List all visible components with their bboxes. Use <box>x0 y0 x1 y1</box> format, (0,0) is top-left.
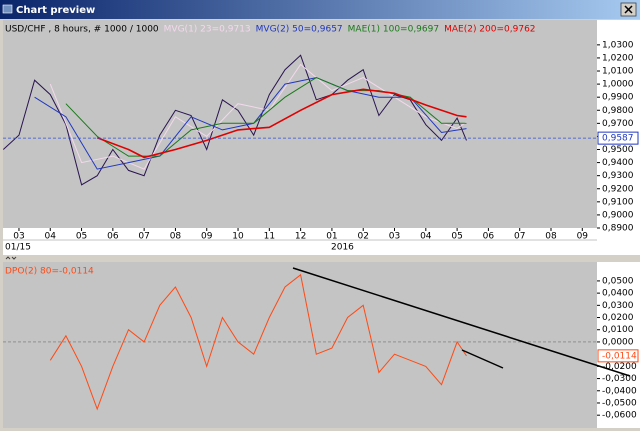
last-value-label: -0,0114 <box>602 351 637 361</box>
legend-entry: DPO(2) 80=-0,0114 <box>5 267 94 277</box>
x-tick-label: 05 <box>76 232 87 242</box>
window-icon <box>2 4 13 14</box>
y-tick-label: 0,0400 <box>602 289 634 299</box>
close-icon <box>624 5 633 14</box>
y-tick-label: 0,9500 <box>602 145 634 155</box>
year-label: 2016 <box>331 243 354 253</box>
y-tick-label: 0,0000 <box>602 337 634 347</box>
y-tick-label: 0,9400 <box>602 158 634 168</box>
x-tick-label: 06 <box>107 232 119 242</box>
x-tick-label: 08 <box>545 232 557 242</box>
y-tick-label: 0,9700 <box>602 119 634 129</box>
x-tick-label: 09 <box>577 232 589 242</box>
y-tick-label: -0,0200 <box>602 362 637 372</box>
x-tick-label: 03 <box>13 232 24 242</box>
y-tick-label: 0,9800 <box>602 106 634 116</box>
splitter[interactable] <box>3 255 640 262</box>
trend-line <box>461 349 504 369</box>
x-tick-label: 06 <box>483 232 495 242</box>
x-tick-label: 11 <box>264 232 275 242</box>
x-tick-label: 03 <box>389 232 400 242</box>
window-title: Chart preview <box>16 5 95 16</box>
y-tick-label: 0,0200 <box>602 313 634 323</box>
x-tick-label: 04 <box>420 232 432 242</box>
y-tick-label: 0,8900 <box>602 224 634 234</box>
y-tick-label: 0,9900 <box>602 93 634 103</box>
x-tick-label: 07 <box>138 232 149 242</box>
y-tick-label: 1,0200 <box>602 53 634 63</box>
price-panel <box>3 20 597 228</box>
last-value-box <box>597 131 639 145</box>
x-tick-label: 01 <box>326 232 337 242</box>
y-tick-label: 1,0300 <box>602 40 634 50</box>
legend-entry: MAE(2) 200=0,9762 <box>444 25 535 35</box>
indicator-axis <box>597 262 640 428</box>
time-axis <box>3 228 640 255</box>
legend-entry: MVG(1) 23=0,9713 <box>164 25 251 35</box>
price-axis <box>597 20 640 228</box>
x-tick-label: 10 <box>232 232 244 242</box>
x-tick-label: 05 <box>451 232 462 242</box>
legend-header: USD/CHF , 8 hours, # 1000 / 1000 <box>5 25 159 35</box>
y-tick-label: -0,0300 <box>602 374 637 384</box>
y-tick-label: 0,0100 <box>602 325 634 335</box>
last-value-label: 0,9587 <box>602 134 634 144</box>
x-tick-label: 02 <box>357 232 368 242</box>
y-tick-label: 0,0300 <box>602 301 634 311</box>
y-tick-label: 0,9100 <box>602 197 634 207</box>
indicator-line <box>49 273 467 411</box>
x-tick-label: 07 <box>514 232 525 242</box>
y-tick-label: 1,0000 <box>602 80 634 90</box>
y-tick-label: 0,9200 <box>602 184 634 194</box>
y-tick-label: 0,0500 <box>602 276 634 286</box>
indicator-line <box>96 88 467 159</box>
x-tick-label: 12 <box>295 232 306 242</box>
splitter-arrows <box>5 256 17 260</box>
y-tick-label: -0,0500 <box>602 398 637 408</box>
x-tick-label: 08 <box>170 232 182 242</box>
y-tick-label: 0,9000 <box>602 210 634 220</box>
legend-entry: MAE(1) 100=0,9697 <box>348 25 439 35</box>
x-tick-label: 04 <box>45 232 57 242</box>
x-tick-label: 09 <box>201 232 213 242</box>
y-tick-label: -0,0600 <box>602 411 637 421</box>
year-label: 01/15 <box>5 243 31 253</box>
indicator-panel <box>3 262 597 428</box>
indicator-line <box>65 77 467 157</box>
trend-line <box>292 267 631 377</box>
legend-entry: MVG(2) 50=0,9657 <box>256 25 343 35</box>
y-tick-label: -0,0400 <box>602 386 637 396</box>
title-bar <box>0 0 640 19</box>
y-tick-label: 1,0100 <box>602 67 634 77</box>
y-tick-label: 0,9300 <box>602 171 634 181</box>
price-line <box>2 54 467 186</box>
last-value-box <box>597 349 639 363</box>
